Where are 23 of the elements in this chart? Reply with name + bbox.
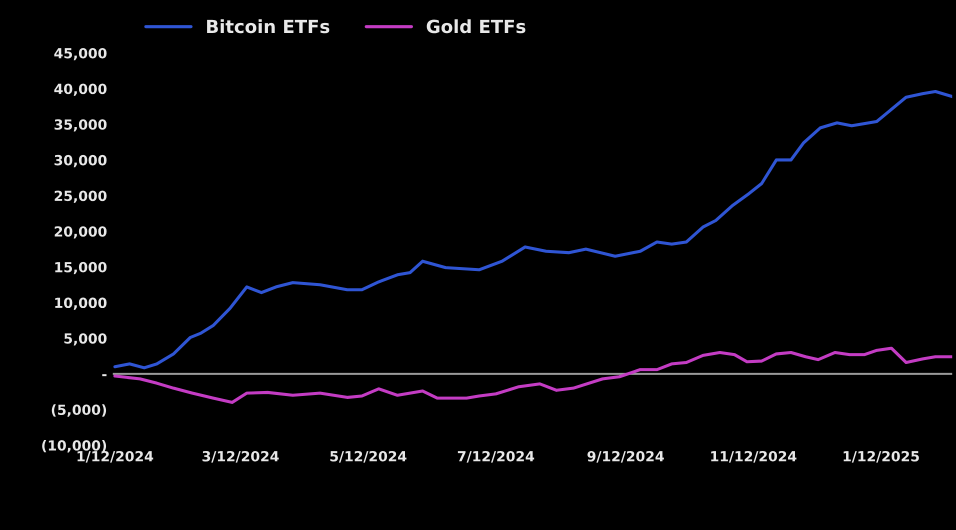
y-tick-label: 20,000 <box>54 226 107 239</box>
x-tick-label: 9/12/2024 <box>587 451 664 463</box>
x-tick-label: 7/12/2024 <box>458 451 534 463</box>
y-tick-label: 5,000 <box>64 333 107 346</box>
y-tick-label: 35,000 <box>54 119 107 132</box>
x-tick-label: 11/12/2024 <box>711 451 796 463</box>
y-tick-label: 10,000 <box>55 298 107 310</box>
y-tick-label: (5,000) <box>52 404 106 417</box>
line-series <box>113 346 952 404</box>
x-tick-label: 5/12/2024 <box>330 451 406 463</box>
y-tick-label: (10,000) <box>42 440 106 452</box>
x-tick-label: 3/12/2024 <box>202 451 279 463</box>
line-series <box>113 90 952 370</box>
legend-label: Bitcoin ETFs <box>207 19 330 34</box>
y-tick-label: 15,000 <box>55 262 107 274</box>
y-tick-label: 40,000 <box>54 84 107 96</box>
legend-label: Gold ETFs <box>426 19 526 34</box>
x-tick-label: 1/12/2024 <box>78 451 154 463</box>
y-tick-label: 45,000 <box>54 48 107 60</box>
x-tick-label: 1/12/2025 <box>844 451 919 463</box>
y-tick-label: 25,000 <box>54 190 107 203</box>
y-tick-label: - <box>102 374 106 376</box>
y-tick-label: 30,000 <box>54 154 107 168</box>
